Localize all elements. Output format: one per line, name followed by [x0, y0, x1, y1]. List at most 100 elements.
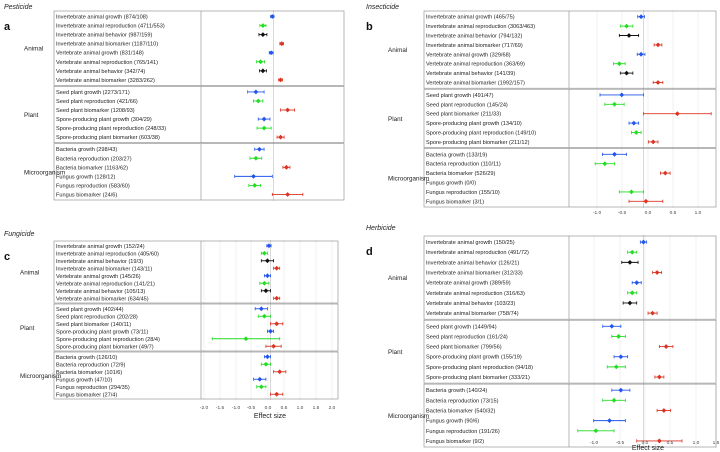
x-tick-label: 1.0: [693, 440, 700, 446]
row-label: Vertebrate animal biomarker (3283/262): [56, 78, 155, 84]
point-estimate: [271, 343, 276, 349]
row-label: Seed plant biomarker (799/56): [426, 345, 502, 351]
row-label: Vertebrate animal behavior (342/74): [56, 69, 145, 75]
point-estimate: [607, 418, 612, 424]
panel-letter: d: [366, 246, 373, 258]
group-label: Microorganism: [20, 373, 61, 380]
point-estimate: [654, 270, 660, 275]
panel-title: Pesticide: [4, 4, 33, 11]
row-label: Invertebrate animal biomarker (143/11): [56, 266, 152, 272]
row-label: Fungus biomarker (9/2): [426, 439, 484, 445]
point-estimate: [638, 14, 644, 20]
group-frame: [423, 319, 717, 384]
row-label: Vertebrate animal biomarker (1992/157): [426, 81, 525, 87]
row-label: Invertebrate animal growth (152/24): [56, 244, 145, 250]
x-tick-label: -2.0: [200, 405, 209, 411]
row-label: Fungus biomarker (3/1): [426, 199, 484, 205]
group-frame: [423, 10, 717, 89]
point-estimate: [260, 68, 266, 74]
x-tick-label: 2.0: [329, 405, 336, 411]
point-estimate: [612, 151, 617, 157]
point-estimate: [629, 249, 635, 255]
point-estimate: [602, 161, 608, 167]
row-label: Seed plant biomarker (211/33): [426, 112, 501, 118]
point-estimate: [663, 344, 669, 349]
panel-d: Herbicide d Animal Invertebrate animal grow…: [366, 225, 720, 448]
group-label: Animal: [388, 47, 407, 54]
row-label: Invertebrate animal reproduction (405/60…: [56, 251, 159, 257]
point-estimate: [655, 80, 661, 85]
row-label: Invertebrate animal growth (465/75): [426, 15, 515, 21]
point-estimate: [261, 250, 267, 256]
row-label: Vertebrate animal behavior (105/13): [56, 289, 145, 295]
row-label: Vertebrate animal reproduction (363/69): [426, 62, 525, 68]
point-estimate: [285, 107, 290, 113]
point-estimate: [253, 89, 259, 95]
point-estimate: [266, 243, 272, 249]
row-label: Invertebrate animal behavior (987/159): [56, 33, 153, 39]
point-estimate: [274, 295, 280, 301]
point-estimate: [613, 364, 619, 370]
x-tick-label: 1.5: [313, 405, 320, 411]
point-estimate: [261, 116, 267, 122]
point-estimate: [612, 101, 617, 107]
point-estimate: [643, 198, 649, 204]
x-tick-label: -1.0: [590, 440, 599, 446]
row-label: Invertebrate animal behavior (126/21): [426, 260, 519, 266]
point-estimate: [618, 387, 624, 393]
point-estimate: [618, 354, 624, 360]
row-label: Bacteria reproduction (203/27): [56, 156, 132, 162]
group-label: Plant: [20, 325, 35, 332]
point-estimate: [661, 408, 667, 413]
row-label: Spore-producing plant growth (73/11): [56, 329, 148, 335]
panel-letter: a: [4, 21, 11, 33]
group-label: Microorganism: [388, 175, 429, 182]
point-estimate: [626, 33, 632, 38]
row-label: Fungus biomarker (24/6): [56, 192, 117, 198]
point-estimate: [278, 134, 283, 140]
point-estimate: [269, 14, 275, 19]
row-label: Seed plant growth (402/44): [56, 307, 124, 313]
row-label: Vertebrate animal growth (329/68): [426, 52, 511, 58]
point-estimate: [243, 336, 249, 342]
point-estimate: [261, 125, 267, 131]
row-label: Spore-producing plant biomarker (49/7): [56, 344, 154, 350]
row-label: Vertebrate animal growth (145/26): [56, 274, 141, 280]
point-estimate: [655, 42, 661, 48]
row-label: Fungus reproduction (294/35): [56, 385, 130, 391]
row-label: Fungus biomarker (27/4): [56, 392, 117, 398]
point-estimate: [278, 77, 283, 83]
point-estimate: [258, 59, 263, 65]
point-estimate: [258, 384, 264, 390]
point-estimate: [274, 321, 280, 327]
point-estimate: [265, 273, 270, 279]
panel-title: Herbicide: [366, 225, 396, 232]
row-label: Bacteria biomarker (540/32): [426, 408, 495, 414]
row-label: Invertebrate animal growth (874/108): [56, 15, 148, 21]
group-frame: [53, 303, 339, 352]
row-label: Invertebrate animal biomarker (312/33): [426, 271, 523, 277]
x-tick-label: 1.5: [713, 440, 720, 446]
point-estimate: [638, 51, 644, 57]
row-label: Vertebrate animal growth (831/148): [56, 51, 144, 57]
panel-letter: c: [4, 251, 10, 263]
group-label: Animal: [388, 275, 407, 282]
row-label: Bacteria biomarker (526/29): [426, 171, 495, 177]
point-estimate: [662, 170, 668, 176]
group-frame: [423, 235, 717, 320]
x-axis-label: Effect size: [254, 413, 286, 420]
group-frame: [423, 148, 717, 208]
row-label: Spore-producing plant growth (304/29): [56, 117, 152, 123]
group-frame: [423, 383, 717, 448]
point-estimate: [255, 98, 261, 104]
panel-b: Insecticide b Animal Invertebrate animal gr…: [366, 4, 717, 216]
row-label: Bacteria growth (133/19): [426, 152, 487, 158]
row-label: Fungus growth (128/12): [56, 174, 116, 180]
point-estimate: [616, 334, 621, 339]
row-label: Invertebrate animal reproduction (3063/4…: [426, 24, 535, 30]
row-label: Seed plant biomarker (140/11): [56, 322, 131, 328]
point-estimate: [656, 438, 662, 444]
point-estimate: [263, 361, 269, 367]
point-estimate: [624, 70, 629, 76]
group-frame: [423, 88, 717, 148]
